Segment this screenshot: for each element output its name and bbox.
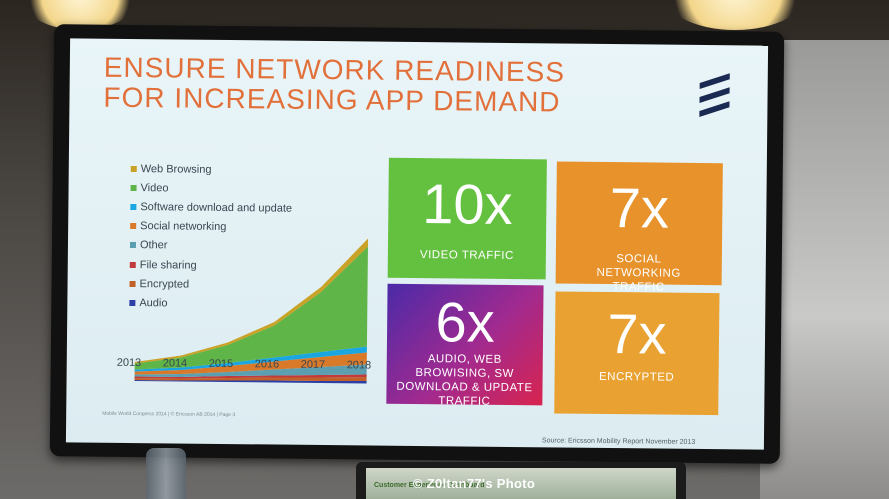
legend-label: Video (140, 181, 169, 195)
legend-label: Web Browsing (140, 162, 212, 176)
water-bottle (146, 448, 186, 499)
tile-video-traffic: 10x VIDEO TRAFFIC (387, 157, 547, 280)
tile-caption: ENCRYPTED (598, 370, 675, 384)
tile-encrypted: 7x ENCRYPTED (554, 291, 720, 416)
x-tick-label: 2017 (300, 358, 326, 372)
x-tick-label: 2015 (208, 357, 234, 371)
tile-multiplier: 7x (609, 176, 670, 240)
tile-multiplier: 7x (607, 302, 667, 366)
tile-caption: VIDEO TRAFFIC (419, 249, 514, 263)
tile-multiplier: 6x (435, 290, 496, 354)
laptop: Customer Experience Dashboard (356, 462, 686, 499)
x-tick-label: 2016 (254, 358, 280, 371)
tile-audio-web-sw: 6x AUDIO, WEB BROWISING, SW DOWNLOAD & U… (386, 283, 544, 408)
chart-area-layer (134, 376, 367, 381)
laptop-screen-text: Customer Experience Dashboard (374, 482, 485, 489)
slide-source: Source: Ericsson Mobility Report Novembe… (541, 437, 696, 446)
slide-footer: Mobile World Congress 2014 | © Ericsson … (102, 410, 236, 419)
chart-area-layer (134, 374, 367, 379)
presentation-slide: ENSURE NETWORK READINESS FOR INCREASING … (65, 38, 769, 450)
tile-caption: AUDIO, WEB BROWISING, SW DOWNLOAD & UPDA… (396, 353, 533, 408)
monitor: ENSURE NETWORK READINESS FOR INCREASING … (49, 24, 785, 464)
chart-area-layer (134, 346, 367, 372)
slide-title-line2: FOR INCREASING APP DEMAND (103, 81, 561, 118)
legend-item: Web Browsing (130, 159, 293, 180)
chart-area-layer (134, 364, 367, 378)
x-tick-label: 2014 (162, 357, 188, 370)
x-tick-label: 2013 (116, 356, 142, 370)
ericsson-logo (699, 73, 730, 117)
chart-area-layer (134, 246, 368, 370)
laptop-screen: Customer Experience Dashboard (366, 468, 676, 499)
legend-swatch (130, 184, 137, 191)
chart-area-layer (134, 380, 367, 384)
photo-watermark: © Z0ltan77's Photo (413, 476, 536, 491)
x-tick-label: 2018 (346, 359, 372, 372)
tile-caption: SOCIAL NETWORKING TRAFFIC (596, 253, 681, 294)
slide-title: ENSURE NETWORK READINESS FOR INCREASING … (103, 52, 565, 118)
tile-social-networking: 7x SOCIAL NETWORKING TRAFFIC (555, 161, 723, 294)
legend-swatch (130, 165, 137, 172)
tile-multiplier: 10x (421, 172, 513, 236)
x-axis-years: 2013 2014 2015 2016 2017 2018 (107, 357, 377, 376)
stacked-area-chart (134, 238, 369, 384)
chart-area-layer (134, 352, 367, 375)
